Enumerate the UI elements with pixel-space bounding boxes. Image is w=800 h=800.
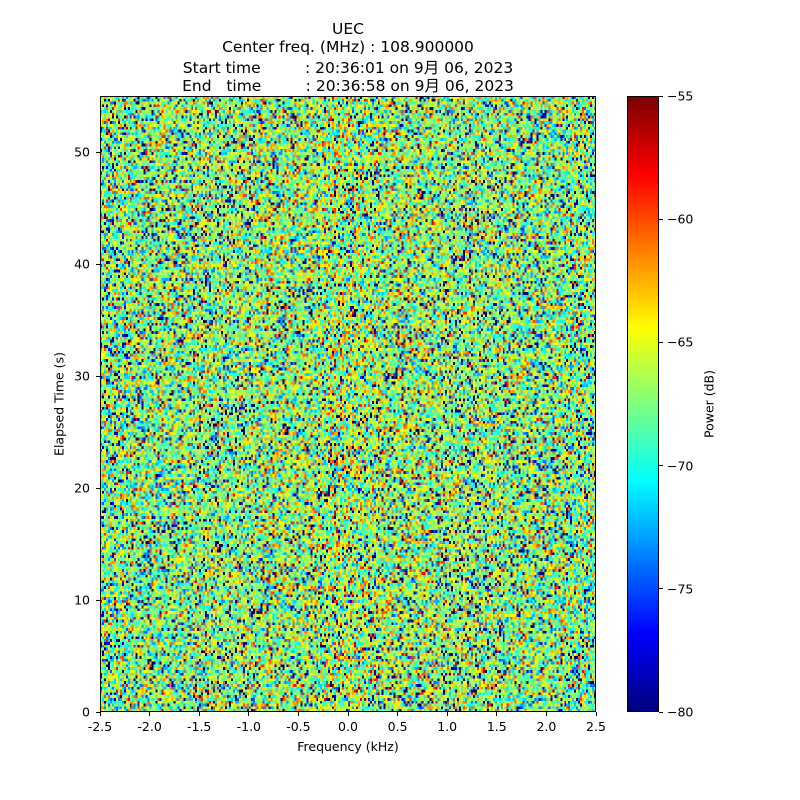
x-tick-mark xyxy=(595,712,597,716)
y-axis-label: Elapsed Time (s) xyxy=(51,352,67,456)
y-tick-mark xyxy=(96,711,100,713)
x-tick-label: 0.0 xyxy=(338,719,358,734)
x-tick-label: -2.0 xyxy=(137,719,162,734)
y-tick-label: 50 xyxy=(74,144,90,160)
x-tick-mark xyxy=(248,712,250,716)
colorbar-tick-label: −65 xyxy=(667,334,694,350)
colorbar-tick-label: −70 xyxy=(667,458,694,474)
x-tick-label: 2.0 xyxy=(536,719,557,734)
x-tick-label: 0.5 xyxy=(387,719,408,734)
x-tick-label: 1.0 xyxy=(437,719,458,734)
y-tick-mark xyxy=(96,151,100,153)
x-tick-mark xyxy=(347,712,349,716)
x-tick-label: -1.0 xyxy=(236,719,261,734)
plot-frame xyxy=(100,96,596,712)
y-tick-label: 30 xyxy=(74,368,90,384)
y-tick-mark xyxy=(96,263,100,265)
x-tick-mark xyxy=(149,712,151,716)
y-tick-label: 20 xyxy=(74,480,90,496)
colorbar-tick-mark xyxy=(659,465,663,467)
y-tick-label: 40 xyxy=(74,256,90,272)
title-line-2: Center freq. (MHz) : 108.900000 xyxy=(222,38,474,56)
x-tick-mark xyxy=(198,712,200,716)
x-tick-label: 2.5 xyxy=(586,719,606,734)
colorbar-tick-label: −60 xyxy=(667,211,694,227)
y-tick-mark xyxy=(96,487,100,489)
colorbar-tick-mark xyxy=(659,341,663,343)
colorbar xyxy=(627,96,659,712)
y-tick-label: 0 xyxy=(82,704,90,720)
x-tick-mark xyxy=(446,712,448,716)
colorbar-tick-mark xyxy=(659,711,663,713)
x-tick-label: -2.5 xyxy=(87,719,113,734)
colorbar-tick-label: −75 xyxy=(667,581,694,597)
x-tick-label: 1.5 xyxy=(486,719,507,734)
x-tick-mark xyxy=(99,712,101,716)
x-tick-mark xyxy=(545,712,547,716)
y-tick-label: 10 xyxy=(74,592,90,608)
title-line-3: Start time : 20:36:01 on 9月 06, 2023 xyxy=(182,59,514,77)
colorbar-label: Power (dB) xyxy=(701,369,717,439)
colorbar-tick-mark xyxy=(659,218,663,220)
colorbar-tick-label: −80 xyxy=(667,704,694,720)
colorbar-tick-label: −55 xyxy=(667,88,694,104)
title-line-4: End time : 20:36:58 on 9月 06, 2023 xyxy=(182,77,514,95)
colorbar-tick-mark xyxy=(659,588,663,590)
x-tick-label: -0.5 xyxy=(286,719,311,734)
x-tick-mark xyxy=(397,712,399,716)
x-tick-label: -1.5 xyxy=(186,719,212,734)
spectrogram-heatmap xyxy=(100,96,596,712)
x-axis-label: Frequency (kHz) xyxy=(297,739,399,754)
title-line-1: UEC xyxy=(332,20,364,38)
y-tick-mark xyxy=(96,599,100,601)
x-tick-mark xyxy=(297,712,299,716)
x-tick-mark xyxy=(496,712,498,716)
colorbar-tick-mark xyxy=(659,95,663,97)
y-tick-mark xyxy=(96,375,100,377)
